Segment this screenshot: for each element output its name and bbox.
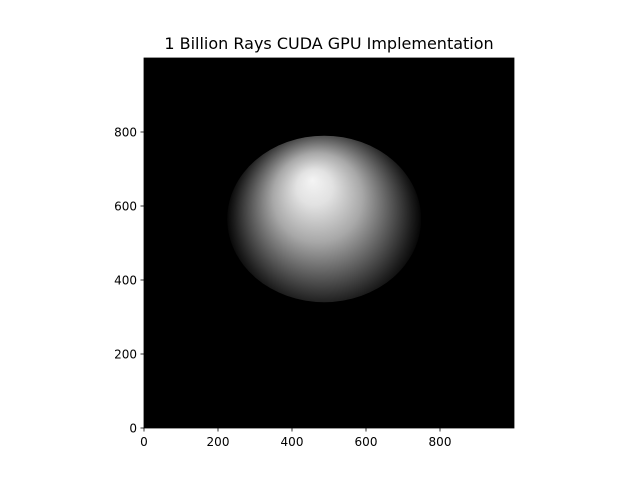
x-tick-label: 600 xyxy=(355,435,378,449)
sphere-render xyxy=(227,135,422,303)
y-tick-label: 800 xyxy=(114,125,137,139)
plot-frame xyxy=(143,57,515,429)
y-tick-label: 600 xyxy=(114,199,137,213)
x-tick-label: 800 xyxy=(429,435,452,449)
x-tick-label: 0 xyxy=(140,435,148,449)
y-tick-label: 400 xyxy=(114,273,137,287)
x-axis: 0 200 400 600 800 xyxy=(140,428,451,449)
x-tick-label: 400 xyxy=(281,435,304,449)
chart-title: 1 Billion Rays CUDA GPU Implementation xyxy=(164,34,493,53)
y-tick-label: 0 xyxy=(129,421,137,435)
y-axis: 0 200 400 600 800 xyxy=(114,125,144,435)
y-tick-label: 200 xyxy=(114,347,137,361)
x-tick-label: 200 xyxy=(207,435,230,449)
